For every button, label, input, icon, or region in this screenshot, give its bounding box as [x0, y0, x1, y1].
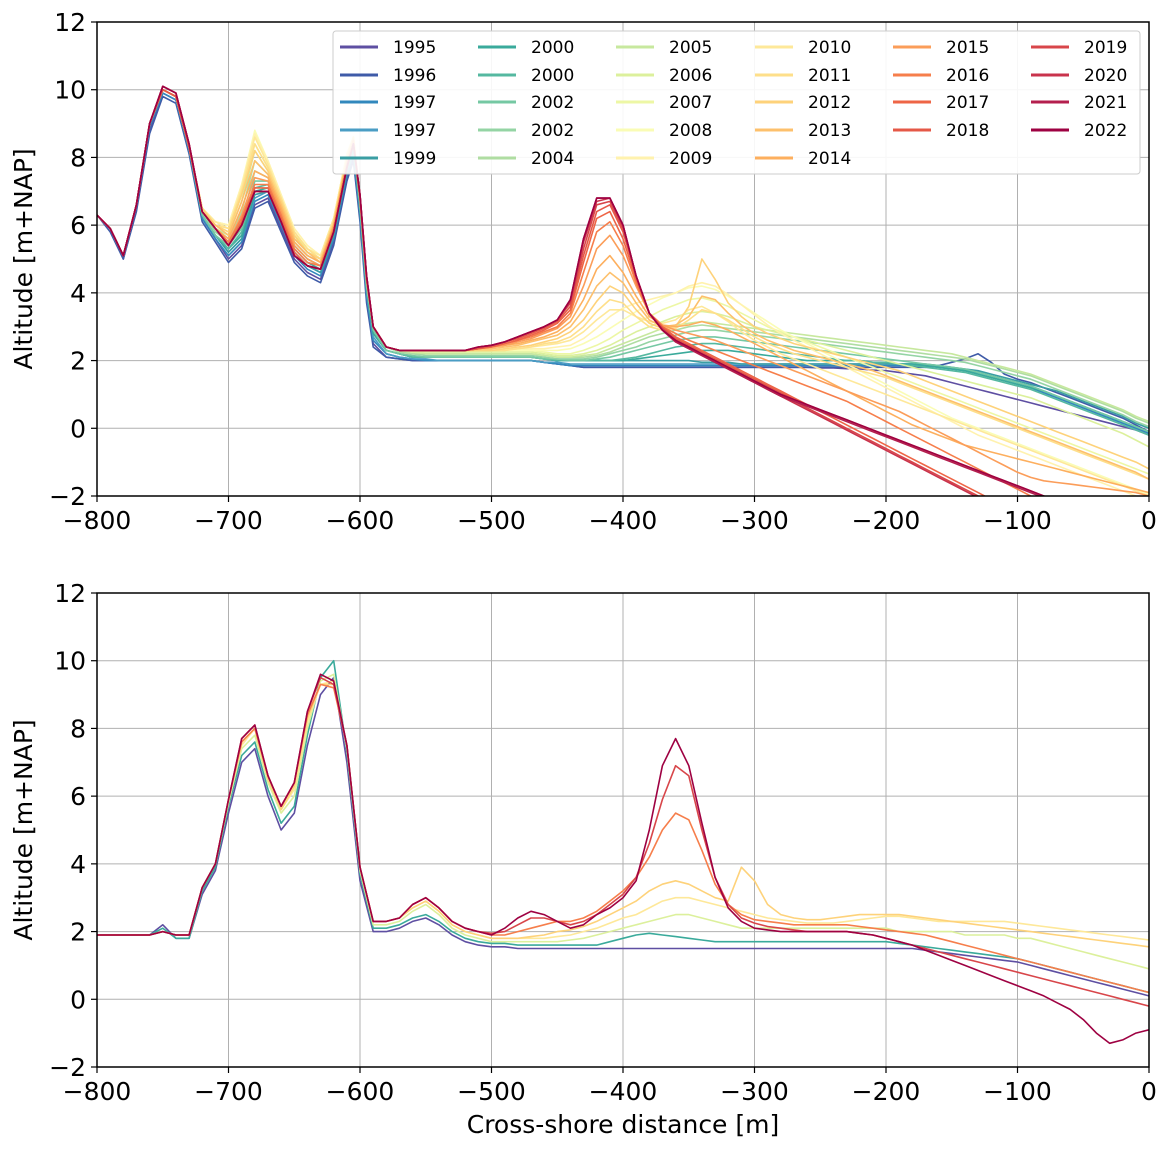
bottom-x-tick-label: 0: [1141, 1077, 1157, 1106]
legend-label: 2019: [1084, 38, 1127, 58]
legend-label: 2002: [531, 121, 574, 141]
top-series-line-2016: [97, 88, 1033, 496]
top-series-line-2014: [97, 88, 1149, 494]
top-x-tick-label: −400: [589, 506, 658, 535]
bottom-series-lines: [97, 659, 1149, 1045]
top-x-tick-label: −600: [326, 506, 395, 535]
legend-label: 1997: [393, 93, 436, 113]
legend-label: 2022: [1084, 121, 1127, 141]
legend-label: 2010: [808, 38, 851, 58]
legend-label: 1999: [393, 149, 436, 169]
legend: 1995 1996 1997 1997 1999 2000 2000 2002 2002 2004…: [332, 30, 1141, 175]
bottom-series-line-2022: [97, 673, 1149, 1045]
top-series-line-2015: [97, 88, 1149, 496]
bottom-x-tick-label: −800: [63, 1077, 132, 1106]
top-series-lines: [97, 85, 1149, 496]
legend-label: 2015: [946, 38, 989, 58]
top-y-tick-label: 6: [70, 211, 86, 240]
legend-label: 2017: [946, 93, 989, 113]
bottom-series-line-1995: [97, 676, 1149, 997]
legend-label: 2000: [531, 38, 574, 58]
top-series-line-2017: [97, 88, 987, 496]
legend-label: 2020: [1084, 66, 1127, 86]
top-y-tick-label: 4: [70, 279, 86, 308]
legend-label: 2018: [946, 121, 989, 141]
legend-label: 1995: [393, 38, 436, 58]
legend-label: 2002: [531, 93, 574, 113]
top-x-tick-label: −800: [63, 506, 132, 535]
bottom-x-tick-label: −300: [720, 1077, 789, 1106]
top-ticks: −800 −700 −600 −500 −400 −300 −200 −100 0 −2 0 2 4 6 8…: [49, 8, 1157, 535]
top-x-tick-label: 0: [1141, 506, 1157, 535]
bottom-x-tick-label: −700: [194, 1077, 263, 1106]
legend-label: 1997: [393, 121, 436, 141]
bottom-x-tick-label: −600: [326, 1077, 395, 1106]
bottom-y-tick-label: −2: [49, 1053, 86, 1082]
legend-box: [332, 30, 1141, 175]
top-panel: −800 −700 −600 −500 −400 −300 −200 −100 0 −2 0 2 4 6 8…: [9, 8, 1157, 535]
top-y-tick-label: 0: [70, 414, 86, 443]
legend-label: 2011: [808, 66, 851, 86]
top-series-line-2012: [97, 88, 1149, 470]
bottom-y-tick-label: 6: [70, 782, 86, 811]
legend-label: 2013: [808, 121, 851, 141]
legend-label: 2021: [1084, 93, 1127, 113]
bottom-ticks: −800 −700 −600 −500 −400 −300 −200 −100 0 −2 0 2 4 6 8…: [49, 579, 1157, 1106]
bottom-y-tick-label: 12: [54, 579, 86, 608]
bottom-x-tick-label: −400: [589, 1077, 658, 1106]
top-series-line-2011: [97, 88, 1149, 480]
bottom-series-line-2012: [97, 683, 1149, 948]
bottom-y-tick-label: 8: [70, 714, 86, 743]
bottom-series-line-2000: [97, 659, 1149, 994]
top-y-tick-label: −2: [49, 482, 86, 511]
bottom-y-tick-label: 10: [54, 647, 86, 676]
bottom-y-tick-label: 0: [70, 985, 86, 1014]
top-series-line-2009: [97, 88, 1140, 496]
top-x-tick-label: −300: [720, 506, 789, 535]
legend-label: 2009: [669, 149, 712, 169]
legend-label: 2008: [669, 121, 712, 141]
bottom-y-tick-label: 4: [70, 850, 86, 879]
top-series-line-2013: [97, 88, 1149, 480]
bottom-y-axis-label: Altitude [m+NAP]: [9, 719, 38, 940]
bottom-y-tick-label: 2: [70, 918, 86, 947]
legend-items: 1995 1996 1997 1997 1999 2000 2000 2002 2002 2004…: [340, 38, 1127, 169]
bottom-x-tick-label: −200: [852, 1077, 921, 1106]
x-axis-label: Cross-shore distance [m]: [467, 1110, 780, 1139]
legend-label: 1996: [393, 66, 436, 86]
legend-label: 2006: [669, 66, 712, 86]
legend-label: 2005: [669, 38, 712, 58]
top-y-tick-label: 10: [54, 76, 86, 105]
legend-label: 2014: [808, 149, 851, 169]
legend-label: 2012: [808, 93, 851, 113]
top-y-tick-label: 12: [54, 8, 86, 37]
top-x-tick-label: −700: [194, 506, 263, 535]
top-x-tick-label: −500: [457, 506, 526, 535]
top-x-tick-label: −200: [852, 506, 921, 535]
legend-label: 2016: [946, 66, 989, 86]
top-series-line-1996: [97, 95, 1149, 433]
top-y-tick-label: 8: [70, 143, 86, 172]
bottom-x-tick-label: −100: [983, 1077, 1052, 1106]
legend-label: 2004: [531, 149, 574, 169]
bottom-x-tick-label: −500: [457, 1077, 526, 1106]
bottom-series-line-2006: [97, 673, 1149, 970]
bottom-panel: −800 −700 −600 −500 −400 −300 −200 −100 0 −2 0 2 4 6 8…: [9, 579, 1157, 1139]
legend-label: 2007: [669, 93, 712, 113]
top-x-tick-label: −100: [983, 506, 1052, 535]
top-y-tick-label: 2: [70, 347, 86, 376]
top-y-axis-label: Altitude [m+NAP]: [9, 148, 38, 369]
top-series-line-2022: [97, 85, 1047, 496]
legend-label: 2000: [531, 66, 574, 86]
